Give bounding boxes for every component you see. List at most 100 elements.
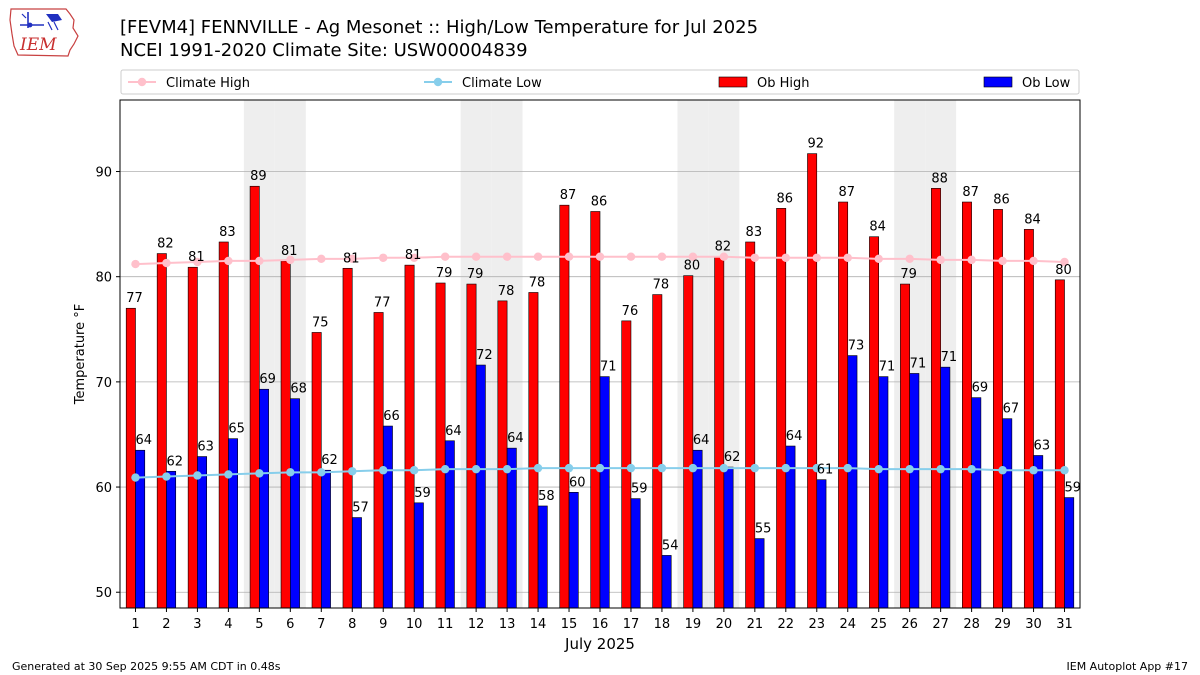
climate-high-point-7: [317, 254, 326, 264]
climate-low-point-12: [471, 464, 481, 474]
ob-high-bar-2: [156, 253, 167, 609]
ob-high-label-31: 80: [1055, 263, 1072, 278]
ob-high-label-10: 81: [405, 248, 422, 263]
ob-high-bar-11: [435, 282, 446, 609]
ob-low-bar-25: [878, 376, 889, 609]
x-tick-label-26: 26: [901, 617, 918, 632]
x-tick-label-1: 1: [131, 617, 139, 632]
climate-high-point-5: [255, 256, 264, 266]
ob-low-label-11: 64: [445, 424, 462, 439]
climate-high-point-6: [286, 255, 295, 265]
x-tick-label-19: 19: [685, 617, 702, 632]
x-tick-label-2: 2: [162, 617, 170, 632]
ob-low-bar-9: [382, 425, 393, 609]
y-tick-label-60: 60: [95, 481, 112, 496]
climate-low-point-29: [998, 466, 1007, 475]
ob-low-bar-23: [816, 479, 827, 609]
climate-low-point-17: [626, 463, 636, 473]
climate-low-point-15: [564, 463, 574, 473]
ob-high-label-15: 87: [560, 188, 577, 203]
ob-low-label-27: 71: [941, 350, 958, 365]
ob-high-label-13: 78: [498, 284, 515, 299]
ob-low-bar-24: [847, 355, 858, 609]
ob-low-label-13: 64: [507, 431, 524, 446]
ob-low-label-18: 54: [662, 538, 679, 553]
ob-low-bar-30: [1033, 455, 1044, 609]
climate-high-point-14: [533, 252, 543, 261]
ob-high-label-1: 77: [126, 291, 143, 306]
ob-high-bar-31: [1054, 279, 1065, 609]
climate-low-point-8: [348, 467, 357, 476]
climate-lines: [131, 252, 1069, 482]
y-tick-label-90: 90: [95, 166, 112, 181]
ob-high-label-25: 84: [869, 220, 886, 235]
legend-ob-low-swatch: [983, 76, 1013, 88]
legend-ob-high-label: Ob High: [757, 76, 810, 91]
ob-low-bar-18: [661, 555, 672, 609]
climate-high-point-29: [998, 256, 1007, 266]
ob-low-label-16: 71: [600, 360, 617, 375]
ob-low-label-8: 57: [352, 501, 369, 516]
x-tick-label-10: 10: [406, 617, 423, 632]
climate-high-point-19: [688, 252, 698, 261]
climate-high-point-16: [595, 252, 605, 261]
climate-high-point-23: [812, 253, 821, 262]
climate-low-point-14: [533, 463, 543, 473]
ob-high-bar-1: [125, 307, 136, 609]
x-tick-label-7: 7: [317, 617, 325, 632]
ob-high-label-30: 84: [1024, 212, 1041, 227]
x-tick-label-6: 6: [286, 617, 294, 632]
climate-high-point-17: [626, 252, 636, 261]
ob-low-label-7: 62: [321, 453, 338, 468]
ob-high-label-28: 87: [962, 185, 979, 200]
y-tick-label-50: 50: [95, 586, 112, 601]
ob-high-bar-14: [528, 292, 539, 609]
ob-high-label-16: 86: [591, 194, 608, 209]
climate-low-point-31: [1060, 466, 1069, 475]
x-tick-label-13: 13: [499, 617, 516, 632]
ob-low-label-25: 71: [879, 360, 896, 375]
x-tick-label-11: 11: [437, 617, 454, 632]
ob-high-label-14: 78: [529, 275, 546, 290]
climate-high-point-13: [502, 252, 512, 261]
x-tick-label-17: 17: [623, 617, 640, 632]
climate-high-point-4: [224, 256, 233, 266]
legend-ob-low-label: Ob Low: [1022, 76, 1071, 91]
climate-high-point-24: [843, 253, 852, 262]
ob-high-label-21: 83: [746, 225, 763, 240]
ob-low-bar-31: [1064, 497, 1075, 609]
ob-low-label-1: 64: [135, 433, 152, 448]
y-tick-label-80: 80: [95, 271, 112, 286]
ob-high-bar-19: [683, 275, 694, 609]
ob-high-label-6: 81: [281, 244, 298, 259]
climate-low-point-22: [781, 463, 791, 473]
x-tick-label-22: 22: [778, 617, 795, 632]
x-tick-label-5: 5: [255, 617, 263, 632]
ob-high-bar-5: [249, 185, 260, 609]
x-tick-label-23: 23: [809, 617, 826, 632]
ob-low-bar-21: [754, 538, 765, 609]
ob-low-bar-7: [320, 469, 331, 609]
ob-high-bar-24: [838, 201, 849, 609]
ob-high-bar-4: [218, 241, 229, 609]
ob-low-label-4: 65: [228, 422, 245, 437]
ob-high-bar-21: [745, 241, 756, 609]
ob-high-bar-16: [590, 211, 601, 609]
ob-high-label-7: 75: [312, 315, 329, 330]
legend-climate-high-label: Climate High: [166, 76, 250, 91]
ob-high-label-3: 81: [188, 250, 205, 265]
ob-low-label-12: 72: [476, 348, 493, 363]
ob-high-label-27: 88: [931, 171, 948, 186]
climate-low-point-21: [750, 463, 760, 473]
ob-low-bar-14: [537, 505, 548, 609]
climate-low-point-3: [193, 471, 202, 480]
ob-high-bar-29: [992, 209, 1003, 609]
ob-high-label-2: 82: [157, 237, 174, 252]
ob-high-bar-3: [187, 266, 198, 609]
climate-high-point-22: [781, 253, 791, 262]
ob-low-bar-6: [290, 398, 300, 609]
ob-high-bar-15: [559, 204, 570, 609]
ob-high-bar-27: [931, 188, 941, 609]
climate-low-point-16: [595, 463, 605, 473]
